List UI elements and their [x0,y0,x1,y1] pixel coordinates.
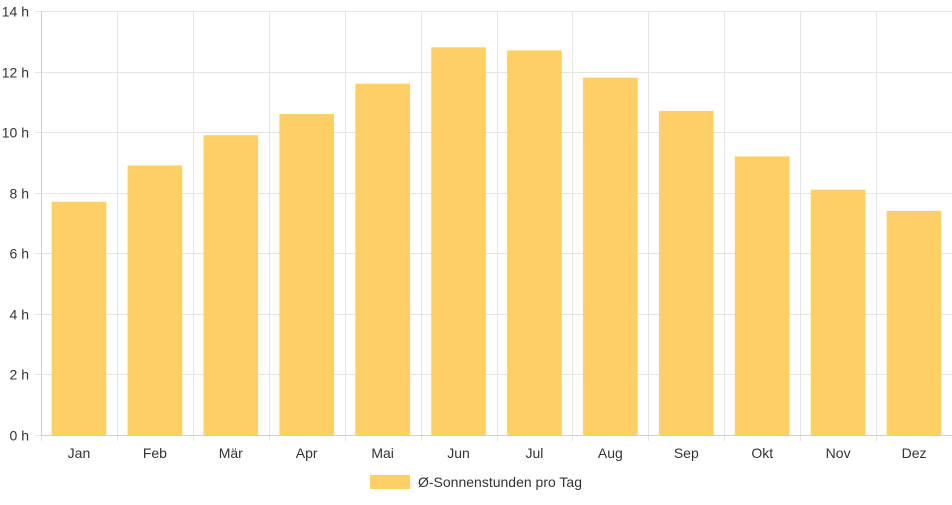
x-tick-label: Aug [598,445,623,461]
y-tick-label: 10 h [2,125,29,141]
axes [41,11,952,436]
bar-aug[interactable] [583,77,638,435]
x-tick-label: Apr [296,445,318,461]
bar-mai[interactable] [355,83,410,435]
x-tick-labels: Jan Feb Mär Apr Mai Jun Jul Aug Sep Okt Nov Dez [68,445,927,461]
bar-jan[interactable] [51,201,107,435]
x-tick-label: Feb [143,445,167,461]
y-tick-label: 14 h [2,4,29,20]
x-tick-label: Jun [447,445,470,461]
bar-feb[interactable] [127,165,183,435]
y-tick-label: 0 h [10,428,29,444]
x-tick-label: Okt [751,445,773,461]
x-tick-label: Jul [526,445,544,461]
y-tick-label: 6 h [10,246,29,262]
bar-dez[interactable] [886,210,942,435]
bar-apr[interactable] [279,113,335,435]
grid-lines [35,11,952,441]
bars [51,47,942,435]
x-tick-label: Mai [371,445,394,461]
y-tick-label: 2 h [10,367,29,383]
bar-sep[interactable] [658,110,714,435]
y-tick-label: 8 h [10,186,29,202]
x-tick-label: Sep [674,445,699,461]
y-tick-labels: 0 h 2 h 4 h 6 h 8 h 10 h 12 h 14 h [2,4,29,444]
legend[interactable]: Ø-Sonnenstunden pro Tag [370,474,582,490]
bar-jul[interactable] [507,50,562,435]
bar-mär[interactable] [203,135,259,435]
x-tick-label: Jan [68,445,91,461]
x-tick-label: Dez [902,445,927,461]
bar-jun[interactable] [431,47,486,435]
bar-okt[interactable] [734,156,790,435]
x-tick-label: Nov [826,445,851,461]
y-tick-label: 12 h [2,65,29,81]
legend-swatch[interactable] [370,475,410,489]
y-tick-label: 4 h [10,307,29,323]
bar-nov[interactable] [810,189,866,435]
x-tick-label: Mär [219,445,243,461]
legend-label[interactable]: Ø-Sonnenstunden pro Tag [418,474,582,490]
